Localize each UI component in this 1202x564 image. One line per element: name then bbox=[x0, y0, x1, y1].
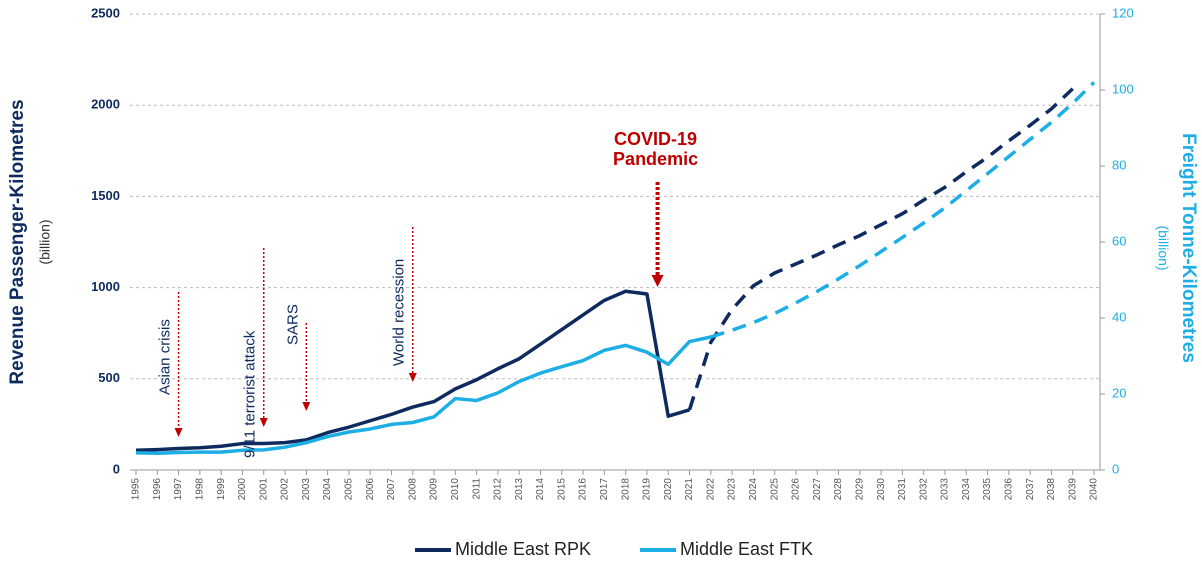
x-tick-label: 2014 bbox=[535, 478, 546, 501]
x-tick-label: 2031 bbox=[897, 478, 908, 501]
x-tick-label: 2019 bbox=[642, 478, 653, 501]
x-tick-label: 2010 bbox=[450, 478, 461, 501]
x-tick-label: 2033 bbox=[940, 478, 951, 501]
x-tick-label: 2022 bbox=[705, 478, 716, 501]
x-tick-label: 2004 bbox=[322, 478, 333, 501]
legend-label: Middle East RPK bbox=[455, 539, 591, 559]
x-tick-label: 2005 bbox=[344, 478, 355, 501]
annotation-arrowhead bbox=[302, 402, 311, 411]
x-tick-label: 2006 bbox=[365, 478, 376, 501]
series-line bbox=[135, 335, 712, 456]
annotation-arrowhead bbox=[259, 418, 268, 427]
x-tick-label: 2027 bbox=[812, 478, 823, 501]
x-tick-label: 2036 bbox=[1003, 478, 1014, 501]
x-tick-label: 2035 bbox=[982, 478, 993, 501]
x-tick-label: 2023 bbox=[727, 478, 738, 501]
y2-axis-label: Freight Tonne-Kilometres bbox=[1178, 133, 1199, 363]
x-tick-label: 1998 bbox=[195, 478, 206, 501]
annotation-arrowhead bbox=[651, 275, 664, 287]
x-tick-label: 2024 bbox=[748, 478, 759, 501]
annotation-arrowhead bbox=[174, 428, 183, 437]
y2-tick-label: 60 bbox=[1112, 233, 1126, 248]
y2-tick-label: 120 bbox=[1112, 5, 1134, 20]
y-tick-label: 2500 bbox=[91, 5, 120, 20]
annotation: World recession bbox=[391, 259, 408, 366]
y-axis-unit: (billion) bbox=[37, 219, 53, 264]
x-tick-label: 2008 bbox=[407, 478, 418, 501]
x-tick-label: 2002 bbox=[280, 478, 291, 501]
x-tick-label: 2003 bbox=[301, 478, 312, 501]
y2-tick-label: 100 bbox=[1112, 81, 1134, 96]
annotation: SARS bbox=[284, 304, 301, 345]
x-tick-label: 2025 bbox=[769, 478, 780, 501]
annotation: Asian crisis bbox=[157, 319, 174, 395]
x-tick-label: 1999 bbox=[216, 478, 227, 501]
x-tick-label: 2015 bbox=[556, 478, 567, 501]
x-tick-label: 2001 bbox=[258, 478, 269, 501]
annotation: 9/11 terrorist attack bbox=[242, 330, 259, 458]
y2-tick-label: 20 bbox=[1112, 385, 1126, 400]
series-line bbox=[135, 289, 691, 453]
y-axis-label: Revenue Passenger-Kilometres bbox=[7, 99, 28, 384]
annotation: COVID-19 bbox=[614, 129, 697, 149]
x-tick-label: 1995 bbox=[131, 478, 142, 501]
x-tick-label: 2038 bbox=[1046, 478, 1057, 501]
annotation-arrowhead bbox=[408, 373, 417, 382]
y2-tick-label: 80 bbox=[1112, 157, 1126, 172]
x-tick-label: 2032 bbox=[918, 478, 929, 501]
y-tick-label: 1500 bbox=[91, 188, 120, 203]
annotation: Pandemic bbox=[613, 149, 698, 169]
x-tick-label: 2011 bbox=[471, 478, 482, 500]
y2-tick-label: 40 bbox=[1112, 309, 1126, 324]
x-tick-label: 2037 bbox=[1025, 478, 1036, 501]
series-line-forecast bbox=[710, 81, 1096, 339]
x-tick-label: 2040 bbox=[1089, 478, 1100, 501]
x-tick-label: 2028 bbox=[833, 478, 844, 501]
x-tick-label: 2009 bbox=[429, 478, 440, 501]
x-tick-label: 2026 bbox=[791, 478, 802, 501]
x-tick-label: 2020 bbox=[663, 478, 674, 501]
x-tick-label: 2029 bbox=[854, 478, 865, 501]
x-tick-label: 1997 bbox=[173, 478, 184, 501]
x-tick-label: 2012 bbox=[493, 478, 504, 501]
series-line-forecast bbox=[687, 87, 1074, 411]
y-tick-label: 1000 bbox=[91, 279, 120, 294]
y2-axis-unit: (billion) bbox=[1155, 225, 1171, 270]
legend-label: Middle East FTK bbox=[680, 539, 813, 559]
x-tick-label: 2030 bbox=[876, 478, 887, 501]
x-tick-label: 2018 bbox=[620, 478, 631, 501]
x-tick-label: 2016 bbox=[578, 478, 589, 501]
x-tick-label: 2039 bbox=[1067, 478, 1078, 501]
x-tick-label: 1996 bbox=[152, 478, 163, 501]
x-tick-label: 2034 bbox=[961, 478, 972, 501]
x-tick-label: 2017 bbox=[599, 478, 610, 501]
y-tick-label: 500 bbox=[98, 370, 120, 385]
x-tick-label: 2007 bbox=[386, 478, 397, 501]
y-tick-label: 2000 bbox=[91, 97, 120, 112]
x-tick-label: 2021 bbox=[684, 478, 695, 501]
x-tick-label: 2013 bbox=[514, 478, 525, 501]
y-tick-label: 0 bbox=[113, 461, 120, 476]
y2-tick-label: 0 bbox=[1112, 461, 1119, 476]
x-tick-label: 2000 bbox=[237, 478, 248, 501]
